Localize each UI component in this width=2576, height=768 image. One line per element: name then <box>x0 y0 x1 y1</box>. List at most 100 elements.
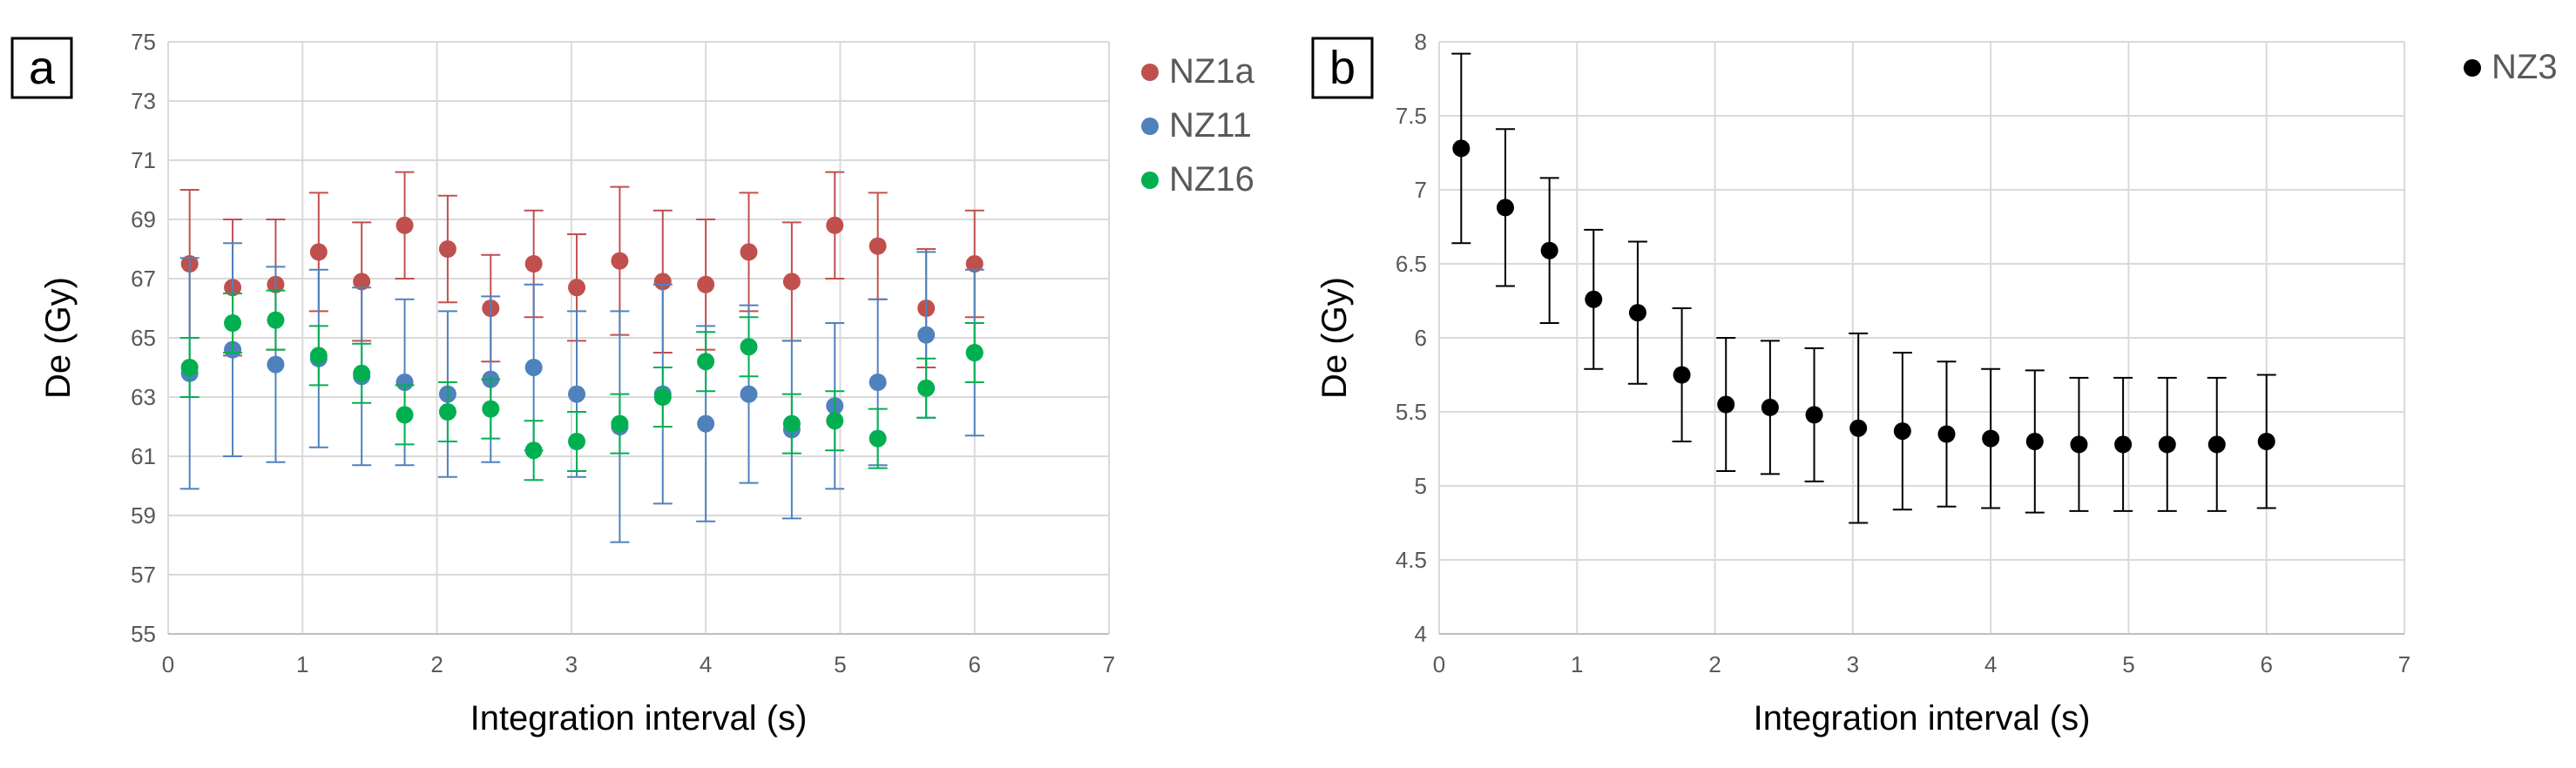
y-tick-label: 71 <box>131 147 156 173</box>
legend-label: NZ1a <box>1169 52 1255 91</box>
x-tick-label: 4 <box>1984 651 1997 677</box>
data-point <box>965 344 984 361</box>
data-point <box>1937 425 1956 443</box>
y-tick-label: 73 <box>131 88 156 114</box>
data-point <box>1893 422 1911 441</box>
y-axis-title: De (Gy) <box>1315 277 1354 399</box>
x-tick-label: 1 <box>296 651 308 677</box>
data-point <box>1540 241 1558 259</box>
data-point <box>568 279 586 297</box>
data-point <box>267 355 285 374</box>
data-point <box>224 314 242 332</box>
data-point <box>438 240 456 258</box>
data-point <box>965 255 984 273</box>
data-point <box>611 252 629 270</box>
legend-label: NZ11 <box>1169 106 1252 145</box>
data-point <box>740 338 758 356</box>
y-tick-label: 6 <box>1415 325 1427 351</box>
data-point <box>2158 435 2176 454</box>
data-point <box>1982 429 2000 448</box>
data-point <box>869 237 887 255</box>
data-point <box>782 273 801 291</box>
data-point <box>2114 435 2133 454</box>
data-point <box>1585 290 1603 308</box>
data-point <box>869 429 887 448</box>
legend-label: NZ16 <box>1169 160 1254 199</box>
y-tick-label: 65 <box>131 325 156 351</box>
data-point <box>1496 199 1514 217</box>
data-point <box>396 374 414 391</box>
y-tick-label: 75 <box>131 29 156 55</box>
data-point <box>782 414 801 433</box>
data-point <box>697 353 715 371</box>
chart-panel-b: 4 4.5 5 5.5 6 6.5 7 7.5 8 0 1 2 3 4 5 6 7 Integration int… <box>1311 29 2558 738</box>
data-point <box>2070 435 2088 454</box>
data-point <box>917 379 936 397</box>
panel-label: b <box>1329 42 1356 94</box>
data-point <box>353 273 371 291</box>
data-point <box>1673 366 1691 384</box>
y-tick-label: 4.5 <box>1396 547 1427 573</box>
data-point <box>740 243 758 261</box>
data-point <box>611 414 629 433</box>
x-tick-label: 6 <box>968 651 980 677</box>
legend-label: NZ3 <box>2491 48 2558 86</box>
x-tick-label: 7 <box>2398 651 2410 677</box>
y-tick-label: 6.5 <box>1396 251 1427 277</box>
legend-marker <box>1141 172 1159 189</box>
data-point <box>524 255 543 273</box>
y-tick-label: 69 <box>131 206 156 232</box>
x-axis-title: Integration interval (s) <box>470 699 808 738</box>
x-tick-label: 0 <box>162 651 174 677</box>
panel-label: a <box>29 42 56 94</box>
y-tick-label: 59 <box>131 502 156 529</box>
data-point <box>396 216 414 234</box>
data-point <box>568 385 586 403</box>
x-tick-label: 5 <box>834 651 846 677</box>
data-point <box>396 406 414 424</box>
x-tick-label: 5 <box>2122 651 2134 677</box>
x-tick-label: 2 <box>430 651 443 677</box>
data-point <box>1717 395 1735 414</box>
x-tick-label: 3 <box>565 651 578 677</box>
x-tick-label: 1 <box>1571 651 1583 677</box>
data-point <box>180 359 199 376</box>
panel-label-box <box>1311 37 1374 99</box>
data-point <box>1805 406 1823 424</box>
data-point <box>482 400 500 418</box>
data-point <box>869 374 887 391</box>
x-axis-title: Integration interval (s) <box>1754 699 2091 738</box>
series-NZ16 <box>179 289 984 482</box>
data-point <box>653 273 672 291</box>
data-point <box>697 275 715 293</box>
data-point <box>568 433 586 450</box>
data-point <box>2025 433 2044 450</box>
data-point <box>826 412 844 430</box>
y-tick-label: 7 <box>1415 177 1427 203</box>
x-tick-label: 7 <box>1103 651 1115 677</box>
x-tick-label: 6 <box>2260 651 2272 677</box>
y-tick-label: 5 <box>1415 473 1427 499</box>
panel-label-box <box>10 37 73 99</box>
data-point <box>697 414 715 433</box>
data-point <box>1761 398 1779 416</box>
data-point <box>1849 419 1868 437</box>
data-point <box>740 385 758 403</box>
x-tick-label: 3 <box>1847 651 1859 677</box>
x-tick-label: 2 <box>1708 651 1721 677</box>
data-point <box>653 388 672 406</box>
y-tick-label: 5.5 <box>1396 399 1427 425</box>
data-point <box>353 364 371 382</box>
data-point <box>2257 433 2275 450</box>
series-NZ3 <box>1451 52 2276 524</box>
y-axis-title: De (Gy) <box>39 277 78 399</box>
data-point <box>524 359 543 376</box>
y-tick-label: 61 <box>131 443 156 469</box>
legend-marker <box>2464 59 2481 77</box>
y-tick-label: 57 <box>131 562 156 588</box>
y-tick-label: 8 <box>1415 29 1427 55</box>
data-point <box>1452 139 1471 158</box>
